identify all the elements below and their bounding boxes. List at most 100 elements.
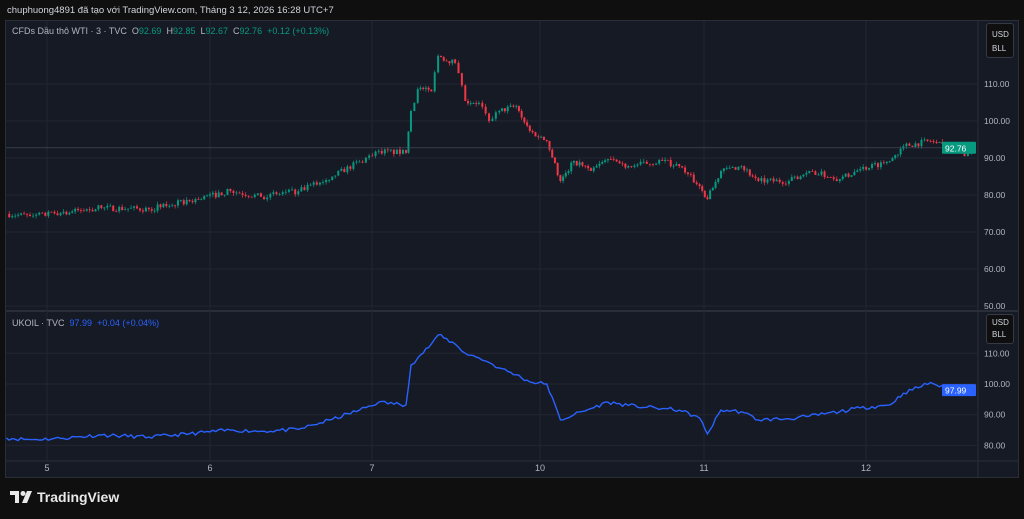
candle-body	[551, 149, 554, 158]
candle-body	[226, 189, 229, 195]
candle-body	[477, 102, 480, 104]
candle-body	[929, 140, 932, 142]
candle-body	[433, 72, 436, 92]
high-value: 92.85	[172, 26, 196, 36]
bottom-legend: UKOIL · TVC 97.99 +0.04 (+0.04%)	[12, 318, 159, 328]
candle-body	[503, 108, 506, 112]
candle-body	[896, 154, 899, 156]
candle-body	[203, 196, 206, 200]
candle-body	[88, 209, 91, 211]
candle-body	[873, 163, 876, 165]
candle-body	[811, 170, 814, 172]
candle-body	[796, 176, 799, 180]
candle-body	[374, 151, 377, 157]
candle-body	[823, 171, 826, 178]
candle-body	[814, 171, 817, 175]
candle-body	[171, 205, 174, 207]
candle-body	[91, 210, 94, 212]
candle-body	[905, 143, 908, 147]
candle-body	[592, 167, 595, 171]
candle-body	[805, 172, 808, 175]
candle-body	[337, 170, 340, 176]
candle-body	[355, 161, 358, 163]
candle-body	[737, 166, 740, 170]
wti-candles	[8, 54, 976, 219]
candle-body	[871, 164, 874, 168]
candle-body	[343, 168, 346, 173]
y-tick-label: 60.00	[984, 264, 1006, 274]
candle-body	[138, 208, 141, 211]
candle-body	[621, 163, 624, 165]
chart-canvas[interactable]: 110.00 100.00 90.00 80.00 70.00 60.00 50.00 110…	[6, 21, 1018, 477]
ukoil-price-badge-text: 97.99	[945, 386, 967, 396]
candle-body	[681, 166, 684, 168]
chart-caption: chuphuong4891 đã tạo với TradingView.com…	[7, 5, 334, 16]
candle-body	[645, 161, 648, 164]
candle-body	[899, 148, 902, 155]
bottom-symbol[interactable]: UKOIL · TVC	[12, 318, 65, 328]
candle-body	[664, 159, 667, 161]
candle-body	[630, 166, 633, 167]
candle-body	[856, 170, 859, 172]
candle-body	[799, 176, 802, 180]
candle-body	[297, 191, 300, 195]
candle-body	[526, 122, 529, 126]
candle-body	[844, 173, 847, 177]
candle-body	[235, 192, 238, 194]
candle-body	[540, 136, 543, 138]
candle-body	[784, 183, 787, 185]
candle-body	[38, 212, 41, 215]
candle-body	[778, 179, 781, 183]
candle-body	[306, 184, 309, 191]
candle-body	[920, 139, 923, 147]
y-tick-label: 100.00	[984, 116, 1010, 126]
candle-body	[430, 89, 433, 92]
candle-body	[553, 157, 556, 163]
candle-body	[144, 207, 147, 212]
candle-body	[17, 214, 20, 216]
candle-body	[457, 62, 460, 74]
candle-body	[11, 216, 14, 218]
candle-body	[651, 164, 654, 165]
candle-body	[894, 155, 897, 159]
open-label: O	[131, 26, 139, 36]
y-tick-label: 50.00	[984, 301, 1006, 311]
candle-body	[498, 111, 501, 113]
candle-body	[20, 213, 23, 215]
candle-body	[512, 105, 515, 107]
candle-body	[655, 163, 658, 165]
candle-body	[53, 211, 56, 214]
candle-body	[793, 176, 796, 178]
candle-body	[451, 59, 454, 64]
candle-body	[567, 171, 570, 173]
tradingview-logo[interactable]: TradingView	[10, 489, 119, 505]
candle-body	[14, 215, 17, 217]
close-value: 92.76	[239, 26, 263, 36]
candle-body	[606, 159, 609, 161]
candle-body	[714, 181, 717, 188]
candle-body	[303, 187, 306, 191]
candle-body	[309, 184, 312, 186]
top-symbol[interactable]: CFDs Dầu thô WTI · 3 · TVC	[12, 26, 127, 36]
candle-body	[850, 175, 853, 177]
candle-body	[398, 149, 401, 154]
candle-body	[124, 209, 127, 211]
candle-body	[300, 187, 303, 192]
candle-body	[238, 192, 241, 194]
candle-body	[106, 205, 109, 208]
unit-selector-top[interactable]: USD BLL	[986, 23, 1014, 58]
candle-body	[501, 108, 504, 112]
chart-container[interactable]: 110.00 100.00 90.00 80.00 70.00 60.00 50.00 110…	[5, 20, 1019, 478]
unit-selector-bottom[interactable]: USD BLL	[986, 314, 1014, 344]
candle-body	[966, 152, 969, 157]
candle-body	[615, 159, 618, 162]
candle-body	[349, 166, 352, 169]
candle-body	[589, 168, 592, 171]
candle-body	[802, 174, 805, 177]
candle-body	[188, 199, 191, 201]
close-label: C	[233, 26, 240, 36]
currency-label: USD	[992, 30, 1009, 39]
candle-body	[100, 205, 103, 208]
candle-body	[278, 194, 281, 195]
y-tick-label: 90.00	[984, 410, 1006, 420]
